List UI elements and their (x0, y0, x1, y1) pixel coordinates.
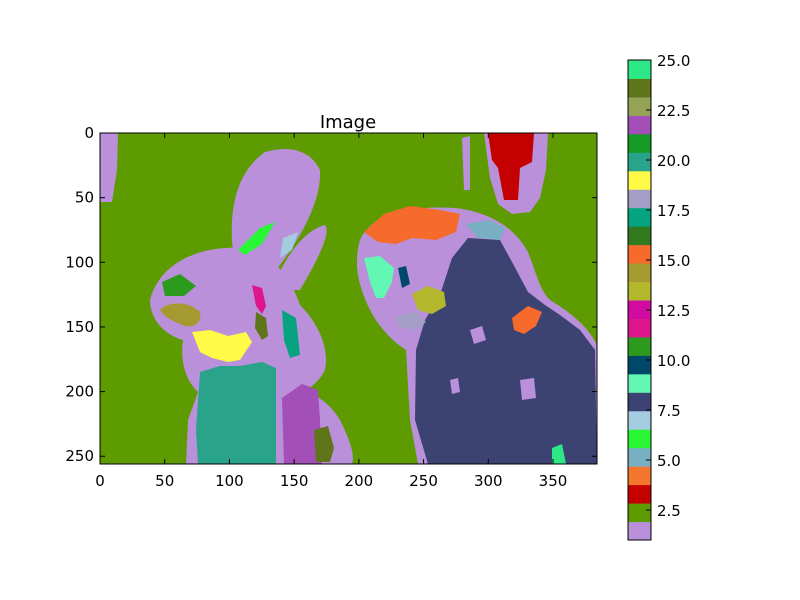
colorbar-band (628, 96, 651, 116)
colorbar-tick-label: 5.0 (657, 452, 681, 470)
region-rabbit-cheek-olive (160, 303, 201, 327)
colorbar-band (628, 410, 651, 430)
region-side-strip (462, 136, 470, 190)
colorbar-tick-label: 10.0 (657, 352, 690, 370)
colorbar-tick-label: 20.0 (657, 152, 690, 170)
colorbar-band (628, 78, 651, 98)
colorbar-band (628, 189, 651, 209)
y-tick-label: 50 (75, 189, 94, 207)
region-penguin-mint (364, 256, 394, 298)
colorbar-band (628, 521, 651, 541)
x-tick-label: 150 (280, 472, 309, 490)
region-left-strip (100, 133, 118, 202)
colorbar-band (628, 318, 651, 338)
colorbar-band (628, 392, 651, 412)
colorbar-band (628, 466, 651, 486)
colorbar-band (628, 355, 651, 375)
region-bottle-red (488, 133, 534, 200)
region-rabbit-dark-green (255, 312, 268, 340)
colorbar-band (628, 244, 651, 264)
colorbar-band (628, 447, 651, 467)
x-tick-label: 200 (345, 472, 374, 490)
x-tick-label: 250 (409, 472, 438, 490)
region-rabbit-ear-blue (280, 232, 298, 258)
image-axes: 0 50 100 150 200 250 300 350 0 50 100 150 200 250 Im… (65, 112, 598, 490)
x-axis-ticks: 0 50 100 150 200 250 300 350 (95, 133, 567, 490)
colorbar-band (628, 133, 651, 153)
colorbar-band (628, 336, 651, 356)
colorbar-band (628, 484, 651, 504)
colorbar-band (628, 281, 651, 301)
colorbar-band (628, 373, 651, 393)
region-rabbit-ear-right (272, 225, 327, 290)
y-tick-label: 250 (65, 447, 94, 465)
colorbar-bands (628, 60, 651, 541)
region-penguin-purple-spot-3 (450, 378, 460, 394)
region-rabbit-pink (252, 285, 266, 314)
x-tick-label: 50 (155, 472, 174, 490)
colorbar-band (628, 263, 651, 283)
colorbar-band (628, 503, 651, 523)
x-tick-label: 350 (539, 472, 568, 490)
colorbar-band (628, 115, 651, 135)
region-penguin-blue-top (466, 220, 505, 240)
y-tick-label: 0 (84, 124, 94, 142)
colorbar-frame (627, 59, 652, 541)
y-tick-label: 150 (65, 318, 94, 336)
colorbar-band (628, 60, 651, 79)
region-rabbit-ear-inner (238, 222, 275, 255)
region-rabbit-teal-body (196, 362, 276, 464)
colorbar-tick-label: 25.0 (657, 52, 690, 70)
y-tick-label: 100 (65, 253, 94, 271)
colorbar-tick-label: 12.5 (657, 302, 690, 320)
colorbar-tick-label: 2.5 (657, 502, 681, 520)
colorbar-tick-label: 22.5 (657, 102, 690, 120)
region-penguin-olive-beak (412, 286, 446, 314)
colorbar-band (628, 152, 651, 172)
region-rabbit-yellow-nose (192, 330, 252, 362)
region-rabbit-cheek-green (162, 274, 196, 296)
region-penguin-orange-patch (512, 306, 542, 334)
colorbar: 2.5 5.0 7.5 10.0 12.5 15.0 17.5 20.0 22.5 25.0 (627, 52, 690, 541)
region-penguin-eye-dark (398, 266, 410, 288)
region-penguin-lavender (396, 312, 426, 330)
colorbar-tick-label: 7.5 (657, 402, 681, 420)
colorbar-tick-label: 15.0 (657, 252, 690, 270)
colorbar-tick-label: 17.5 (657, 202, 690, 220)
colorbar-band (628, 170, 651, 190)
image-regions (100, 133, 597, 464)
chart-title: Image (320, 112, 376, 133)
region-rabbit-olive-patch (314, 426, 334, 462)
region-rabbit-teal-stripe (282, 310, 300, 358)
region-penguin-purple-spot (470, 326, 486, 344)
y-tick-label: 200 (65, 383, 94, 401)
colorbar-band (628, 429, 651, 449)
x-tick-label: 300 (474, 472, 503, 490)
colorbar-band (628, 300, 651, 319)
region-penguin-body-dark (415, 238, 597, 464)
colorbar-band (628, 207, 651, 227)
x-tick-label: 100 (215, 472, 244, 490)
image-frame (99, 132, 598, 465)
region-penguin-green-bottom (552, 444, 566, 464)
colorbar-band (628, 226, 651, 246)
region-penguin-purple-spot-2 (520, 378, 536, 400)
colorbar-ticks: 2.5 5.0 7.5 10.0 12.5 15.0 17.5 20.0 22.5 25.0 (646, 52, 690, 520)
region-rabbit-purple-patch (282, 384, 322, 464)
x-tick-label: 0 (95, 472, 105, 490)
y-axis-ticks: 0 50 100 150 200 250 (65, 124, 597, 465)
region-penguin-orange-top (364, 206, 460, 244)
